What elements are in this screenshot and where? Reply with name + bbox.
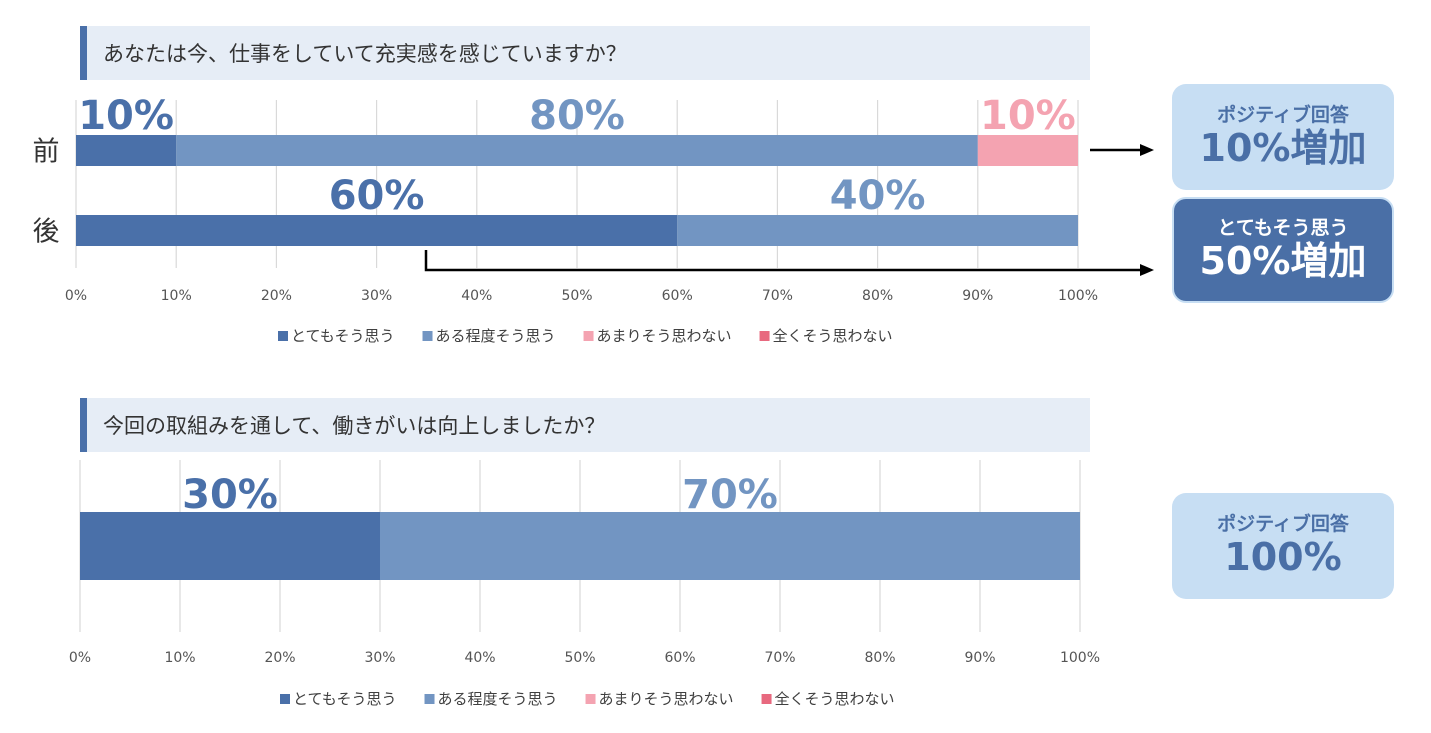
legend-swatch (280, 694, 290, 704)
chart-1: 0% 10% 20% 30% 40% 50% 60% 70% 80% 90% 100% 前後 10% 80… (33, 93, 1099, 345)
x-tick-label: 30% (361, 288, 392, 304)
data-label: 80% (529, 93, 625, 139)
bar-segment (176, 135, 978, 166)
x-tick-label: 0% (65, 288, 87, 304)
chart-2: 0% 10% 20% 30% 40% 50% 60% 70% 80% 90% 100% 30% 70% と… (69, 460, 1100, 708)
x-tick-label: 0% (69, 650, 91, 666)
bar-segment (76, 135, 177, 166)
bar-segment (80, 512, 380, 580)
arrow-head-1 (1140, 144, 1154, 156)
legend-label: あまりそう思わない (597, 327, 732, 345)
x-tick-label: 70% (762, 288, 793, 304)
legend-swatch (424, 694, 435, 704)
x-tick-label: 80% (862, 288, 893, 304)
x-tick-label: 50% (561, 288, 592, 304)
x-tick-label: 10% (164, 650, 195, 666)
category-label: 後 (33, 217, 60, 248)
data-label: 30% (182, 472, 278, 518)
question-2-text: 今回の取組みを通して、働きがいは向上しましたか？ (103, 414, 606, 438)
data-label: 40% (830, 173, 926, 219)
data-label: 10% (78, 93, 174, 139)
callout-2-value: 50%増加 (1199, 238, 1367, 283)
x-tick-label: 70% (764, 650, 795, 666)
callout-3-subtitle: ポジティブ回答 (1217, 512, 1349, 535)
legend-swatch (278, 331, 288, 341)
x-tick-label: 20% (261, 288, 292, 304)
legend-label: ある程度そう思う (438, 690, 558, 708)
x-tick-label: 100% (1058, 288, 1098, 304)
callout-positive-increase: ポジティブ回答 10%増加 (1172, 84, 1394, 190)
x-tick-label: 50% (564, 650, 595, 666)
legend-label: 全くそう思わない (775, 690, 895, 708)
bar-segment (977, 135, 1078, 166)
data-label: 10% (980, 93, 1076, 139)
x-tick-label: 90% (962, 288, 993, 304)
x-tick-label: 100% (1060, 650, 1100, 666)
callout-strongly-agree-increase: とてもそう思う 50%増加 (1172, 197, 1394, 303)
x-tick-label: 60% (664, 650, 695, 666)
legend-swatch (759, 331, 770, 341)
x-tick-label: 90% (964, 650, 995, 666)
bar-segment (76, 215, 678, 246)
x-tick-label: 20% (264, 650, 295, 666)
callout-2-subtitle: とてもそう思う (1217, 216, 1349, 239)
callout-3-value: 100% (1224, 534, 1342, 579)
callout-1-subtitle: ポジティブ回答 (1217, 103, 1349, 126)
legend-swatch (761, 694, 772, 704)
x-tick-label: 80% (864, 650, 895, 666)
legend-swatch (585, 694, 596, 704)
x-tick-label: 40% (464, 650, 495, 666)
callout-positive-total: ポジティブ回答 100% (1172, 493, 1394, 599)
question-1-header: あなたは今、仕事をしていて充実感を感じていますか？ (80, 26, 1090, 80)
callout-arrows (424, 144, 1154, 276)
callout-1-value: 10%増加 (1199, 125, 1367, 170)
legend-swatch (583, 331, 594, 341)
arrow-line-2 (424, 250, 1140, 272)
arrow-head-2 (1140, 264, 1154, 276)
data-label: 60% (329, 173, 425, 219)
category-label: 前 (33, 137, 60, 168)
x-tick-label: 30% (364, 650, 395, 666)
question-2-header: 今回の取組みを通して、働きがいは向上しましたか？ (80, 398, 1090, 452)
legend-swatch (422, 331, 433, 341)
question-1-text: あなたは今、仕事をしていて充実感を感じていますか？ (103, 42, 627, 66)
legend-label: ある程度そう思う (436, 327, 556, 345)
bar-segment (380, 512, 1080, 580)
legend-label: とてもそう思う (293, 690, 397, 708)
x-tick-label: 60% (662, 288, 693, 304)
legend-label: あまりそう思わない (599, 690, 734, 708)
x-tick-label: 10% (161, 288, 192, 304)
legend-label: 全くそう思わない (773, 327, 893, 345)
data-label: 70% (682, 472, 778, 518)
legend-label: とてもそう思う (291, 327, 395, 345)
bar-segment (677, 215, 1078, 246)
x-tick-label: 40% (461, 288, 492, 304)
